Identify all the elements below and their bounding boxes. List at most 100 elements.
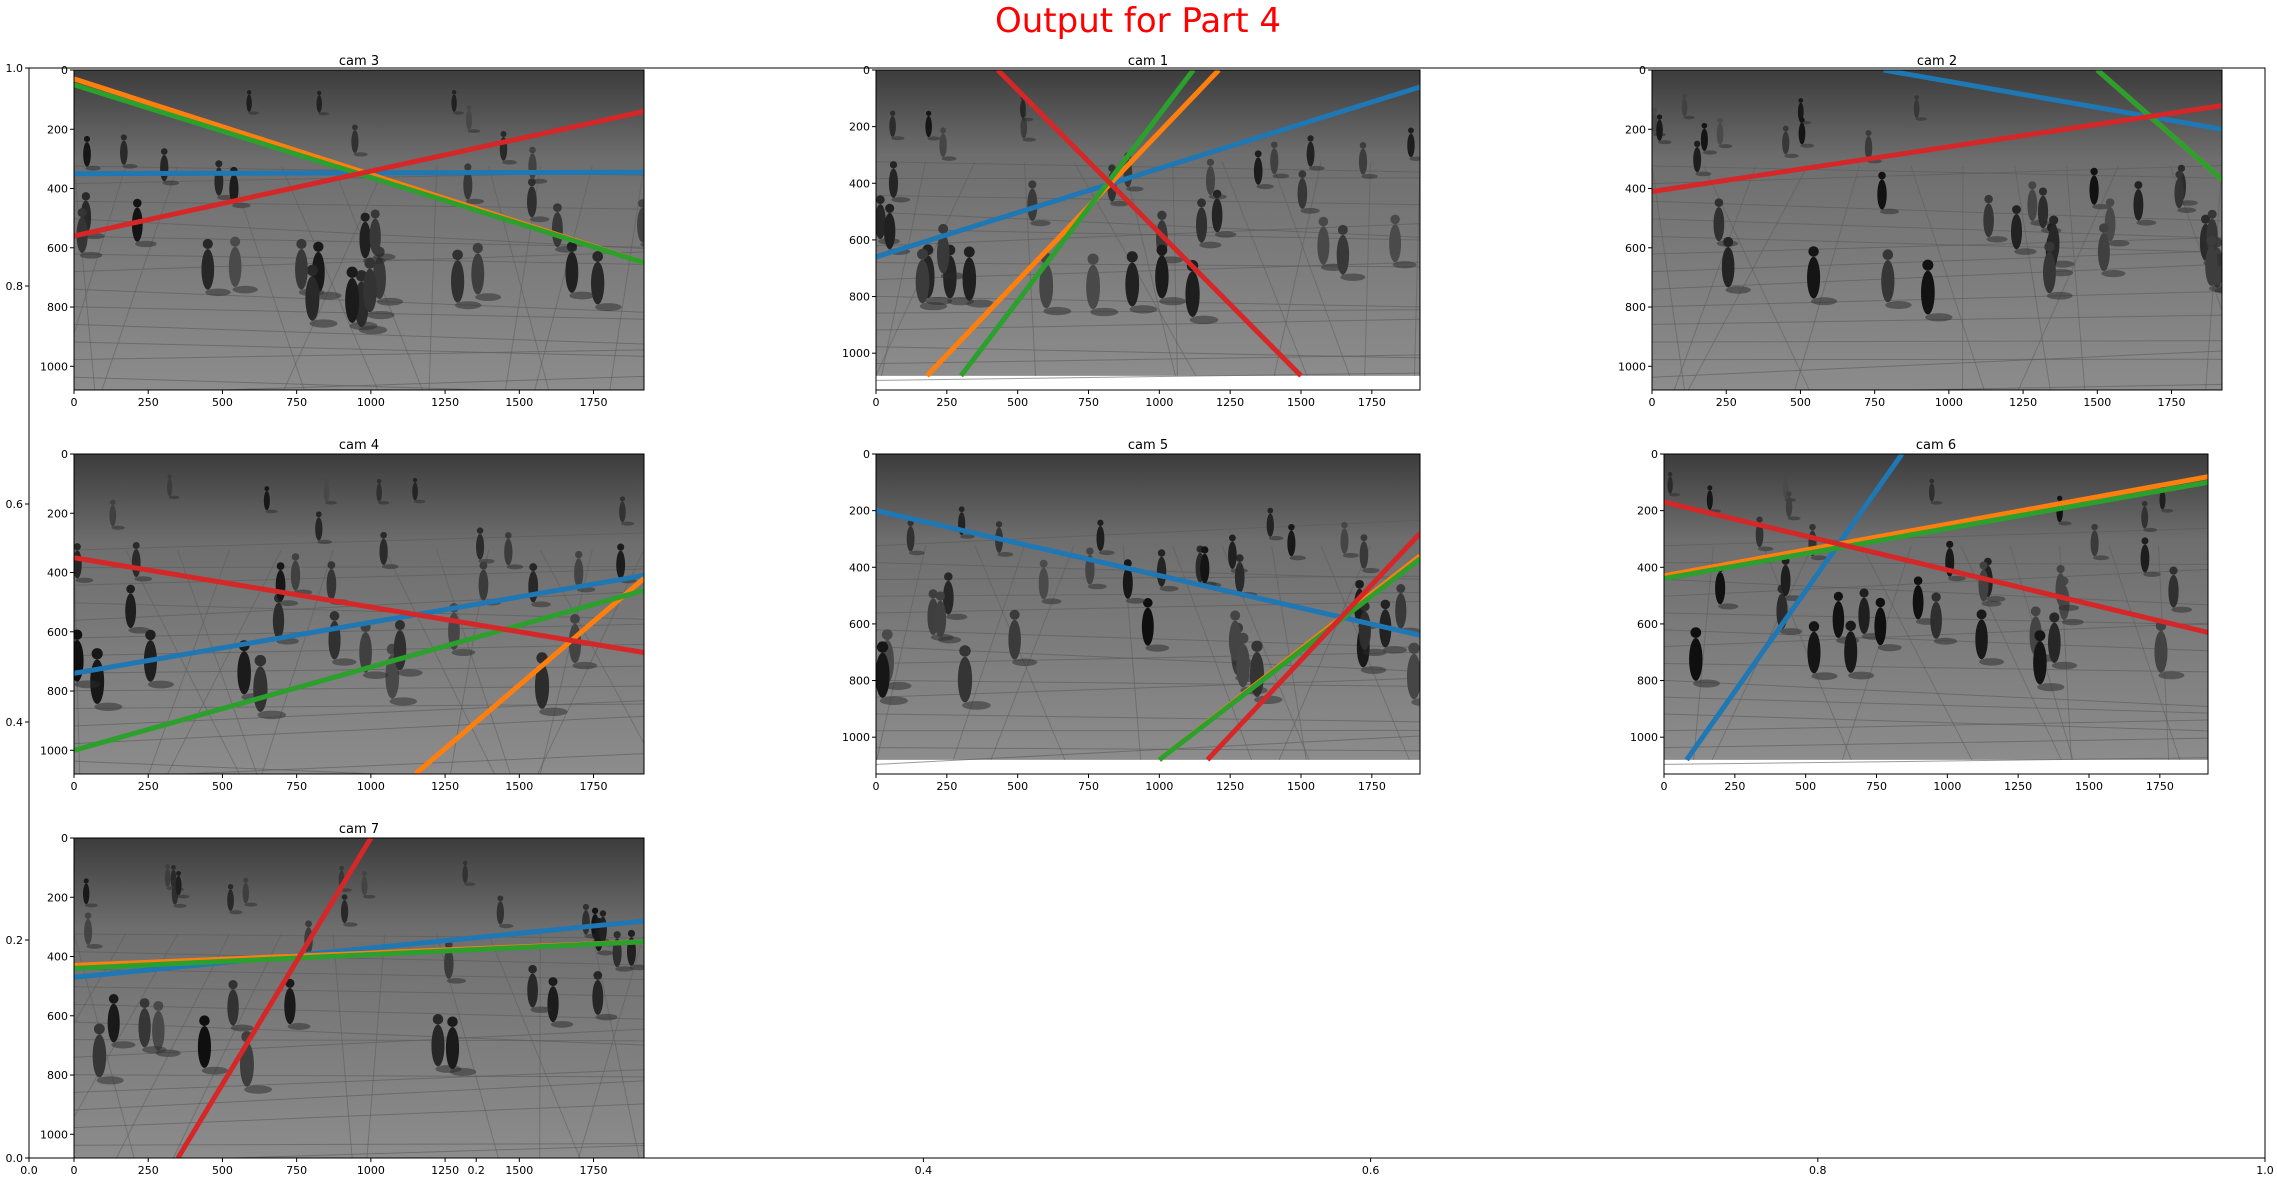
y-tick-label-cam-6: 400 <box>1637 561 1658 574</box>
epipolar-line-cam-4 <box>74 555 644 655</box>
x-tick-label-cam-1: 1000 <box>1145 396 1173 409</box>
y-tick-label-cam-6: 0 <box>1651 448 1658 461</box>
x-tick-label-cam-7: 0 <box>71 1164 78 1177</box>
y-tick-label-cam-1: 600 <box>849 234 870 247</box>
y-tick-label-cam-3: 800 <box>47 301 68 314</box>
x-tick-label-cam-7: 250 <box>138 1164 159 1177</box>
y-tick-label-cam-2: 200 <box>1625 123 1646 136</box>
camera-panels: cam 3 0 250 500 750 1000 1250 1500 1750 0 200 400 60… <box>40 54 2223 1177</box>
panel-title-cam-7: cam 7 <box>339 822 379 837</box>
background-y-tick-label: 0.2 <box>6 934 24 947</box>
x-tick-label-cam-1: 500 <box>1007 396 1028 409</box>
epipolar-line-cam-4 <box>413 576 644 774</box>
y-tick-label-cam-3: 400 <box>47 183 68 196</box>
x-tick-label-cam-7: 500 <box>212 1164 233 1177</box>
y-tick-label-cam-1: 0 <box>863 64 870 77</box>
epipolar-line-cam-1 <box>876 84 1420 260</box>
panel-cam-2: cam 2 0 250 500 750 1000 1250 1500 1750 0 200 400 60… <box>1618 54 2223 409</box>
epipolar-line-cam-7 <box>175 838 374 1158</box>
y-tick-label-cam-2: 600 <box>1625 242 1646 255</box>
epipolar-line-cam-7 <box>74 918 644 980</box>
panel-title-cam-3: cam 3 <box>339 54 379 69</box>
camera-image-cam-3 <box>74 70 644 390</box>
x-tick-label-cam-3: 500 <box>212 396 233 409</box>
camera-image-cam-5 <box>876 454 1420 765</box>
y-tick-label-cam-5: 1000 <box>842 731 870 744</box>
y-tick-label-cam-2: 0 <box>1639 64 1646 77</box>
x-tick-label-cam-5: 250 <box>936 780 957 793</box>
panel-cam-6: cam 6 0 250 500 750 1000 1250 1500 1750 0 200 400 60… <box>1630 438 2209 793</box>
x-tick-label-cam-3: 1500 <box>505 396 533 409</box>
y-tick-label-cam-4: 800 <box>47 685 68 698</box>
x-tick-label-cam-6: 1750 <box>2146 780 2174 793</box>
x-tick-label-cam-2: 250 <box>1716 396 1737 409</box>
y-tick-label-cam-4: 0 <box>61 448 68 461</box>
epipolar-line-cam-7 <box>74 939 644 971</box>
x-tick-label-cam-6: 1000 <box>1933 780 1961 793</box>
x-tick-label-cam-4: 1500 <box>505 780 533 793</box>
background-y-tick-label: 0.6 <box>6 498 24 511</box>
panel-title-cam-4: cam 4 <box>339 438 379 453</box>
y-tick-label-cam-2: 800 <box>1625 301 1646 314</box>
background-y-tick-label: 0.8 <box>6 280 24 293</box>
x-tick-label-cam-4: 0 <box>71 780 78 793</box>
epipolar-line-cam-2 <box>1652 103 2222 194</box>
y-tick-label-cam-4: 600 <box>47 626 68 639</box>
axes-frame-cam-4 <box>73 453 645 775</box>
y-tick-label-cam-5: 800 <box>849 675 870 688</box>
x-tick-label-cam-1: 750 <box>1078 396 1099 409</box>
background-x-tick-label: 0.8 <box>1809 1164 1827 1177</box>
x-tick-label-cam-3: 1750 <box>580 396 608 409</box>
x-tick-label-cam-1: 0 <box>873 396 880 409</box>
x-tick-label-cam-1: 1750 <box>1358 396 1386 409</box>
epipolar-line-cam-3 <box>74 109 644 239</box>
x-tick-label-cam-5: 1250 <box>1216 780 1244 793</box>
y-tick-label-cam-1: 400 <box>849 177 870 190</box>
y-tick-label-cam-7: 200 <box>47 891 68 904</box>
x-tick-label-cam-7: 750 <box>286 1164 307 1177</box>
epipolar-line-cam-6 <box>1664 499 2208 635</box>
x-tick-label-cam-6: 0 <box>1661 780 1668 793</box>
y-tick-label-cam-1: 200 <box>849 121 870 134</box>
epipolar-line-cam-2 <box>2095 70 2222 182</box>
epipolar-line-cam-6 <box>1684 454 1905 762</box>
epipolar-line-cam-1 <box>925 70 1221 378</box>
x-tick-label-cam-3: 0 <box>71 396 78 409</box>
y-tick-label-cam-4: 400 <box>47 567 68 580</box>
x-tick-label-cam-2: 0 <box>1649 396 1656 409</box>
x-tick-label-cam-2: 1500 <box>2083 396 2111 409</box>
y-tick-label-cam-5: 400 <box>849 561 870 574</box>
y-tick-label-cam-2: 1000 <box>1618 360 1646 373</box>
axes-frame-cam-5 <box>875 453 1421 775</box>
background-y-tick-label: 1.0 <box>6 62 24 75</box>
epipolar-line-cam-1 <box>996 70 1303 378</box>
epipolar-line-cam-1 <box>959 70 1196 378</box>
x-tick-label-cam-5: 1750 <box>1358 780 1386 793</box>
y-tick-label-cam-4: 200 <box>47 507 68 520</box>
background-x-tick-label: 0.6 <box>1362 1164 1380 1177</box>
y-tick-label-cam-5: 200 <box>849 505 870 518</box>
y-tick-label-cam-4: 1000 <box>40 744 68 757</box>
y-tick-label-cam-6: 600 <box>1637 618 1658 631</box>
y-tick-label-cam-2: 400 <box>1625 183 1646 196</box>
x-tick-label-cam-6: 250 <box>1724 780 1745 793</box>
x-tick-label-cam-5: 1000 <box>1145 780 1173 793</box>
y-tick-label-cam-3: 200 <box>47 123 68 136</box>
axes-frame-cam-3 <box>73 69 645 391</box>
x-tick-label-cam-5: 750 <box>1078 780 1099 793</box>
background-axes: 0.0 0.2 0.4 0.6 0.8 1.0 0.0 0.2 0.4 0.6 0.8 1.0 <box>6 62 2274 1177</box>
x-tick-label-cam-3: 1000 <box>357 396 385 409</box>
background-x-tick-label: 0.2 <box>467 1164 485 1177</box>
y-tick-label-cam-5: 600 <box>849 618 870 631</box>
y-tick-label-cam-3: 1000 <box>40 360 68 373</box>
panel-title-cam-2: cam 2 <box>1917 54 1957 69</box>
x-tick-label-cam-6: 1250 <box>2004 780 2032 793</box>
epipolar-line-cam-5 <box>876 508 1420 638</box>
x-tick-label-cam-7: 1500 <box>505 1164 533 1177</box>
x-tick-label-cam-1: 1500 <box>1287 396 1315 409</box>
y-tick-label-cam-7: 800 <box>47 1069 68 1082</box>
y-tick-label-cam-6: 1000 <box>1630 731 1658 744</box>
x-tick-label-cam-3: 1250 <box>431 396 459 409</box>
x-tick-label-cam-7: 1750 <box>580 1164 608 1177</box>
